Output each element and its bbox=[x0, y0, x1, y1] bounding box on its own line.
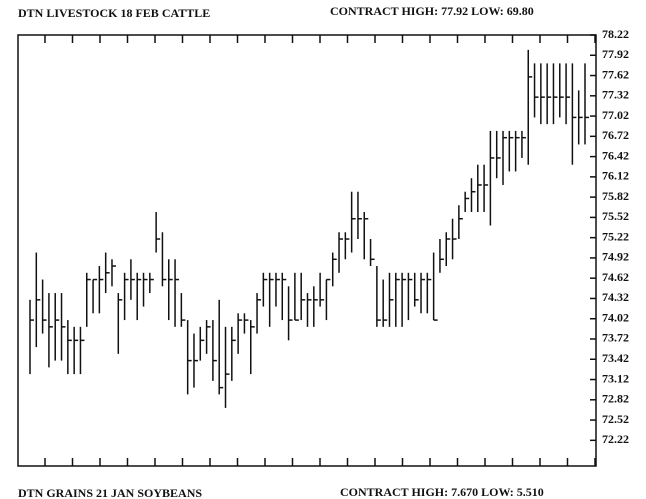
y-tick-label: 75.52 bbox=[602, 209, 629, 223]
y-tick-label: 74.02 bbox=[602, 310, 629, 324]
y-tick-label: 72.52 bbox=[602, 412, 629, 426]
y-tick-label: 76.12 bbox=[602, 169, 629, 183]
y-tick-label: 77.02 bbox=[602, 108, 629, 122]
y-tick-label: 73.42 bbox=[602, 351, 629, 365]
next-chart-subtitle: CONTRACT HIGH: 7.670 LOW: 5.510 bbox=[340, 485, 544, 499]
y-tick-label: 74.62 bbox=[602, 270, 629, 284]
plot-frame bbox=[17, 34, 597, 467]
y-tick-label: 74.92 bbox=[602, 250, 629, 264]
y-tick-label: 75.22 bbox=[602, 229, 629, 243]
y-tick-label: 73.72 bbox=[602, 331, 629, 345]
chart-title: DTN LIVESTOCK 18 FEB CATTLE bbox=[18, 6, 210, 20]
y-tick-label: 73.12 bbox=[602, 371, 629, 385]
y-tick-label: 74.32 bbox=[602, 290, 629, 304]
y-tick-label: 77.32 bbox=[602, 88, 629, 102]
chart-subtitle: CONTRACT HIGH: 77.92 LOW: 69.80 bbox=[330, 4, 534, 18]
y-tick-label: 72.22 bbox=[602, 432, 629, 446]
y-tick-label: 72.82 bbox=[602, 392, 629, 406]
y-tick-label: 78.22 bbox=[602, 27, 629, 41]
y-tick-label: 75.82 bbox=[602, 189, 629, 203]
y-tick-label: 76.42 bbox=[602, 148, 629, 162]
y-tick-label: 77.92 bbox=[602, 47, 629, 61]
y-tick-label: 77.62 bbox=[602, 67, 629, 81]
y-tick-label: 76.72 bbox=[602, 128, 629, 142]
next-chart-title: DTN GRAINS 21 JAN SOYBEANS bbox=[18, 486, 202, 499]
